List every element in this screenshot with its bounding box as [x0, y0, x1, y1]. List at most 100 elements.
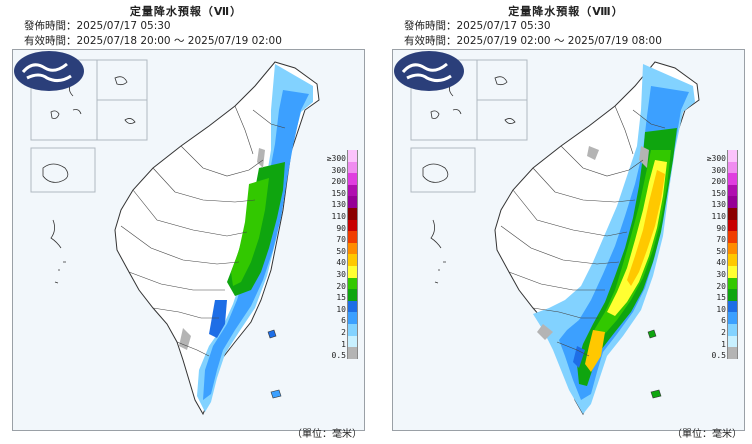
legend-swatch: [347, 335, 358, 348]
legend-label: ≥300: [326, 154, 346, 163]
legend-level: 130: [688, 196, 738, 209]
legend-swatch: [347, 312, 358, 325]
panel-title: 定量降水預報（Ⅶ）: [129, 5, 243, 18]
legend-swatch: [347, 161, 358, 174]
valid-time: 有效時間：2025/07/18 20:00 ～ 2025/07/19 02:00: [24, 35, 282, 47]
green-island: [647, 329, 657, 339]
legend-level: 300: [688, 161, 738, 175]
legend-level: 50: [688, 242, 738, 255]
legend-swatch: [347, 173, 358, 186]
legend-swatch: [347, 289, 358, 302]
legend-label: 200: [711, 177, 726, 187]
legend-swatch: [727, 231, 738, 244]
qpf-panel-8: 定量降水預報（Ⅷ） 發佈時間：2025/07/17 05:30 有效時間：202…: [380, 0, 752, 444]
legend-swatch: [727, 173, 738, 186]
legend-label: 6: [341, 316, 346, 326]
legend-label: 1: [341, 339, 346, 349]
legend-label: 15: [336, 293, 346, 303]
legend-level: 0.5: [688, 347, 738, 360]
legend-label: 70: [716, 235, 726, 245]
legend-level: 150: [308, 184, 358, 198]
legend-label: 150: [331, 188, 346, 198]
cwa-logo: [14, 51, 84, 91]
legend-colorbar: ≥300 300 200 150 130 110 90 70 50 40 30 20 15 10 6 2 1 0.…: [308, 150, 358, 360]
legend-level: 110: [308, 208, 358, 221]
legend-swatch: [347, 150, 358, 162]
legend-level: 15: [688, 289, 738, 302]
legend-level: 200: [308, 173, 358, 187]
rainfall-map: [12, 49, 365, 431]
county-borders: [500, 105, 666, 357]
legend-level: 70: [308, 231, 358, 245]
legend-level: ≥300: [308, 150, 358, 163]
legend-swatch: [347, 254, 358, 267]
unit-label: （單位：毫米）: [672, 429, 742, 440]
orchid-island: [270, 389, 282, 399]
rain-bands: [533, 64, 695, 414]
legend-level: 0.5: [308, 347, 358, 361]
legend-label: 2: [341, 328, 346, 337]
legend-level: 30: [688, 266, 738, 279]
legend-level: 2: [688, 324, 738, 337]
rainfall-map: [392, 49, 745, 431]
legend-level: 70: [688, 231, 738, 245]
legend-level: 1: [688, 335, 738, 349]
rain-band-deep: [573, 346, 585, 368]
legend-label: 200: [331, 177, 346, 187]
legend-label: 40: [336, 258, 346, 268]
legend-label: 40: [716, 258, 726, 268]
legend-swatch: [727, 242, 738, 255]
legend-swatch: [727, 208, 738, 220]
legend-level: 40: [688, 254, 738, 268]
legend-swatch: [347, 219, 358, 232]
legend-level: 200: [688, 173, 738, 187]
legend-label: 110: [711, 212, 726, 221]
legend-label: 150: [711, 188, 726, 198]
rain-band-grey: [537, 324, 553, 340]
inset-box-pratas: [410, 147, 476, 193]
unit-label: （單位：毫米）: [292, 429, 362, 440]
legend-swatch: [347, 231, 358, 244]
issue-time: 發佈時間：2025/07/17 05:30: [24, 20, 171, 32]
legend-swatch: [727, 161, 738, 174]
legend-label: 6: [721, 316, 726, 326]
legend-label: 0.5: [331, 351, 346, 361]
legend-label: 1: [721, 339, 726, 349]
taiwan-map: [30, 59, 320, 416]
legend-swatch: [347, 277, 358, 290]
panel-title: 定量降水預報（Ⅷ）: [508, 5, 624, 18]
legend-swatch: [347, 242, 358, 255]
county-borders: [120, 105, 286, 357]
rain-band-deep: [209, 300, 227, 338]
legend-label: 10: [716, 304, 726, 314]
taiwan-map: [410, 59, 700, 416]
legend-swatch: [347, 300, 358, 313]
legend-swatch: [347, 196, 358, 209]
legend-level: 15: [308, 289, 358, 303]
legend-label: 300: [331, 165, 346, 175]
rain-band-lime: [231, 178, 269, 286]
legend-level: 1: [308, 335, 358, 349]
legend-label: 30: [716, 270, 726, 279]
legend-label: 20: [716, 281, 726, 291]
legend-level: 2: [308, 324, 358, 337]
legend-level: 20: [308, 277, 358, 290]
legend-swatch: [727, 289, 738, 302]
orchid-island: [650, 389, 662, 399]
legend-swatch: [727, 312, 738, 325]
legend-swatch: [727, 335, 738, 348]
legend-level: 150: [688, 184, 738, 198]
legend-swatch: [727, 196, 738, 209]
legend-swatch: [727, 254, 738, 267]
legend-label: 90: [336, 223, 346, 233]
green-island: [267, 329, 277, 339]
legend-level: 30: [308, 266, 358, 279]
legend-level: 110: [688, 208, 738, 221]
legend-label: 130: [331, 200, 346, 210]
legend-label: 70: [336, 235, 346, 245]
legend-label: ≥300: [706, 154, 726, 163]
inset-islands: [42, 73, 136, 284]
legend-swatch: [727, 347, 738, 360]
legend-label: 300: [711, 165, 726, 175]
legend-level: 6: [688, 312, 738, 326]
